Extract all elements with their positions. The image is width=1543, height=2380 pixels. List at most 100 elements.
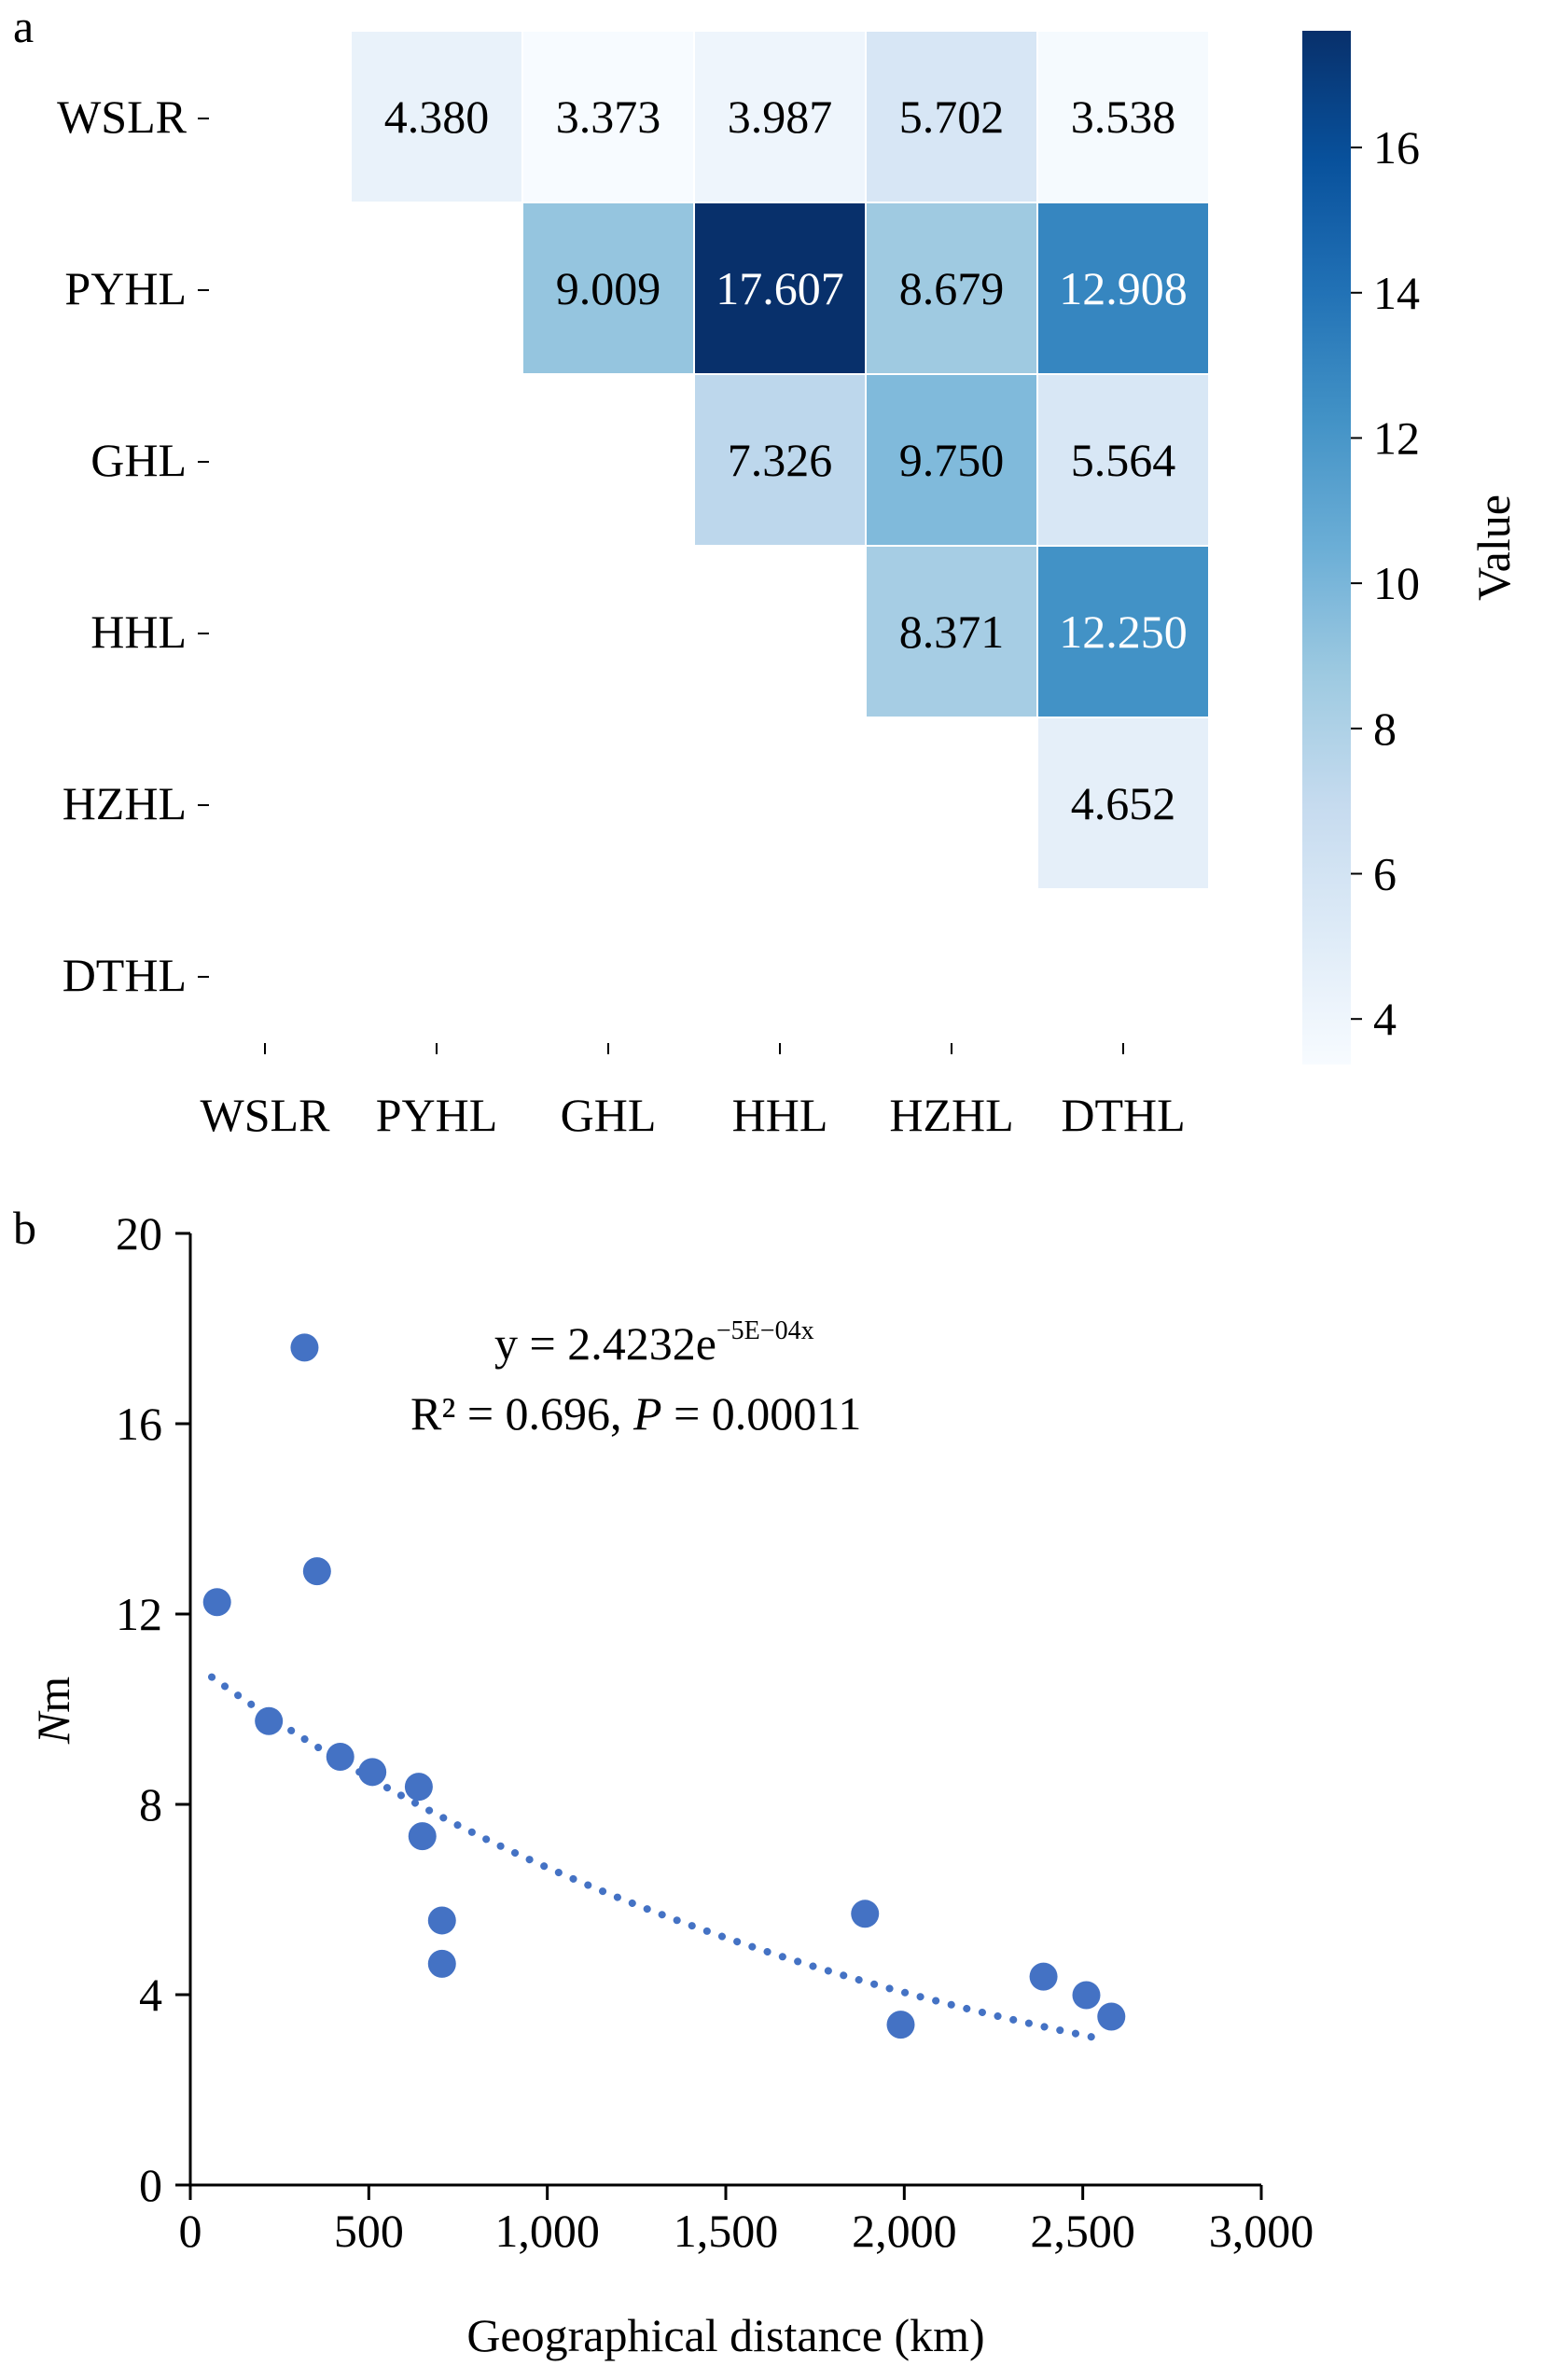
heatmap-cell: 7.326 xyxy=(693,373,867,547)
y-axis-label-rest: m xyxy=(27,1677,79,1713)
heatmap-cell-fill xyxy=(693,373,867,547)
y-axis-label-italic: N xyxy=(27,1710,79,1745)
heatmap-cell-value: 3.373 xyxy=(556,90,661,143)
heatmap-cell: 12.250 xyxy=(1036,545,1210,718)
heatmap-cell-value: 12.250 xyxy=(1059,605,1188,658)
heatmap-cell-fill xyxy=(1036,373,1210,547)
heatmap-cell-value: 5.564 xyxy=(1071,434,1176,486)
heatmap-row-label: HZHL xyxy=(63,777,187,829)
heatmap-cell: 12.908 xyxy=(1036,202,1210,375)
x-axis-label: Geographical distance (km) xyxy=(466,2309,984,2361)
equation-text: y = 2.4232e−5E−04x xyxy=(494,1316,814,1370)
heatmap-cell-fill xyxy=(1036,717,1210,890)
heatmap-row-label: WSLR xyxy=(57,90,188,143)
heatmap-cell-value: 4.380 xyxy=(384,90,490,143)
heatmap-cell: 5.564 xyxy=(1036,373,1210,547)
heatmap-cell-fill xyxy=(521,202,695,375)
scatter-point xyxy=(851,1900,880,1928)
heatmap-panel: a 4.380 3.373 3.987 5.702 3.538 9.009 17.607 8.… xyxy=(13,0,1520,1141)
heatmap-cell: 8.371 xyxy=(865,545,1038,718)
heatmap-cell: 3.538 xyxy=(1036,30,1210,203)
heatmap-cell-value: 12.908 xyxy=(1059,262,1188,314)
y-tick-label: 12 xyxy=(116,1588,162,1640)
heatmap-cell-value: 3.987 xyxy=(728,90,833,143)
colorbar-ticks: 4 6 8 10 12 14 16 xyxy=(1351,121,1420,1045)
scatter-point xyxy=(302,1557,331,1586)
heatmap-cell-value: 5.702 xyxy=(899,90,1005,143)
panel-label-a: a xyxy=(13,0,34,52)
scatter-panel: b 0 500 1,000 1,500 2,000 2,500 3,000 0 4 8 12 16 2… xyxy=(13,1202,1314,2361)
equation-prefix: y = 2.4232e xyxy=(494,1317,716,1370)
colorbar-tick-label: 8 xyxy=(1373,703,1397,755)
heatmap-col-label: WSLR xyxy=(201,1089,331,1141)
heatmap-cell: 9.009 xyxy=(521,202,695,375)
heatmap-row-label: PYHL xyxy=(64,262,187,314)
heatmap-cell-value: 9.750 xyxy=(899,434,1005,486)
heatmap-cell-value: 8.679 xyxy=(899,262,1005,314)
heatmap-cell-value: 17.607 xyxy=(716,262,844,314)
scatter-point xyxy=(1072,1981,1101,2010)
colorbar-gradient xyxy=(1302,31,1351,1065)
colorbar-tick-label: 4 xyxy=(1373,993,1397,1045)
p-value-text: = 0.00011 xyxy=(662,1387,862,1440)
heatmap-row-label: DTHL xyxy=(63,949,187,1001)
x-tick-label: 1,000 xyxy=(494,2205,600,2257)
heatmap-cell-fill xyxy=(865,202,1038,375)
heatmap-col-label: GHL xyxy=(561,1089,657,1141)
heatmap-col-label: DTHL xyxy=(1061,1089,1185,1141)
y-tick-label: 20 xyxy=(116,1207,162,1260)
heatmap-cell-value: 8.371 xyxy=(899,605,1005,658)
heatmap-col-label: PYHL xyxy=(376,1089,498,1141)
panel-label-b: b xyxy=(13,1202,36,1254)
colorbar: 4 6 8 10 12 14 16 Value xyxy=(1302,31,1520,1065)
heatmap-cell: 3.987 xyxy=(693,30,867,203)
equation-exponent: −5E−04x xyxy=(716,1316,814,1345)
heatmap-cell-fill xyxy=(1036,545,1210,718)
y-tick-label: 0 xyxy=(139,2159,162,2211)
colorbar-tick-label: 12 xyxy=(1373,411,1420,464)
scatter-points xyxy=(202,1333,1126,2039)
heatmap-cell: 4.380 xyxy=(350,30,523,203)
heatmap-cell: 8.679 xyxy=(865,202,1038,375)
colorbar-tick-label: 16 xyxy=(1373,121,1420,174)
heatmap-cell: 3.373 xyxy=(521,30,695,203)
scatter-point xyxy=(427,1906,456,1935)
scatter-point xyxy=(427,1949,456,1978)
p-symbol: P xyxy=(632,1387,662,1440)
colorbar-label: Value xyxy=(1467,494,1520,601)
y-axis-ticks: 0 4 8 12 16 20 xyxy=(116,1207,190,2211)
heatmap-cell: 5.702 xyxy=(865,30,1038,203)
heatmap-col-label: HZHL xyxy=(889,1089,1013,1141)
colorbar-tick-label: 6 xyxy=(1373,848,1397,900)
scatter-point xyxy=(202,1588,231,1617)
heatmap-cell-fill xyxy=(521,30,695,203)
scatter-point xyxy=(404,1773,433,1802)
heatmap-cell: 9.750 xyxy=(865,373,1038,547)
y-tick-label: 4 xyxy=(139,1969,162,2021)
scatter-axes xyxy=(188,1233,1261,2187)
scatter-point xyxy=(408,1822,437,1851)
x-tick-label: 0 xyxy=(179,2205,202,2257)
scatter-point xyxy=(358,1758,387,1787)
colorbar-tick-label: 10 xyxy=(1373,557,1420,609)
heatmap-cell-value: 9.009 xyxy=(556,262,661,314)
heatmap-cell-fill xyxy=(865,545,1038,718)
r-squared-text: R² = 0.696, xyxy=(410,1387,633,1440)
heatmap-row-labels: WSLR PYHL GHL HHL HZHL DTHL xyxy=(57,90,209,1001)
heatmap-cell-value: 3.538 xyxy=(1071,90,1176,143)
heatmap-cell-fill xyxy=(693,30,867,203)
x-tick-label: 1,500 xyxy=(674,2205,779,2257)
scatter-point xyxy=(255,1706,284,1735)
x-axis-ticks: 0 500 1,000 1,500 2,000 2,500 3,000 xyxy=(179,2185,1314,2257)
scatter-point xyxy=(886,2011,915,2039)
heatmap-column-labels: WSLR PYHL GHL HHL HZHL DTHL xyxy=(201,1043,1186,1141)
scatter-point xyxy=(1029,1962,1058,1991)
scatter-point xyxy=(290,1333,319,1362)
heatmap-cell-value: 4.652 xyxy=(1071,777,1176,829)
heatmap-cells: 4.380 3.373 3.987 5.702 3.538 9.009 17.607 8.67… xyxy=(350,30,1210,890)
heatmap-cell-fill xyxy=(1036,30,1210,203)
scatter-point xyxy=(1097,2002,1126,2031)
x-tick-label: 2,000 xyxy=(852,2205,957,2257)
colorbar-tick-label: 14 xyxy=(1373,267,1420,319)
